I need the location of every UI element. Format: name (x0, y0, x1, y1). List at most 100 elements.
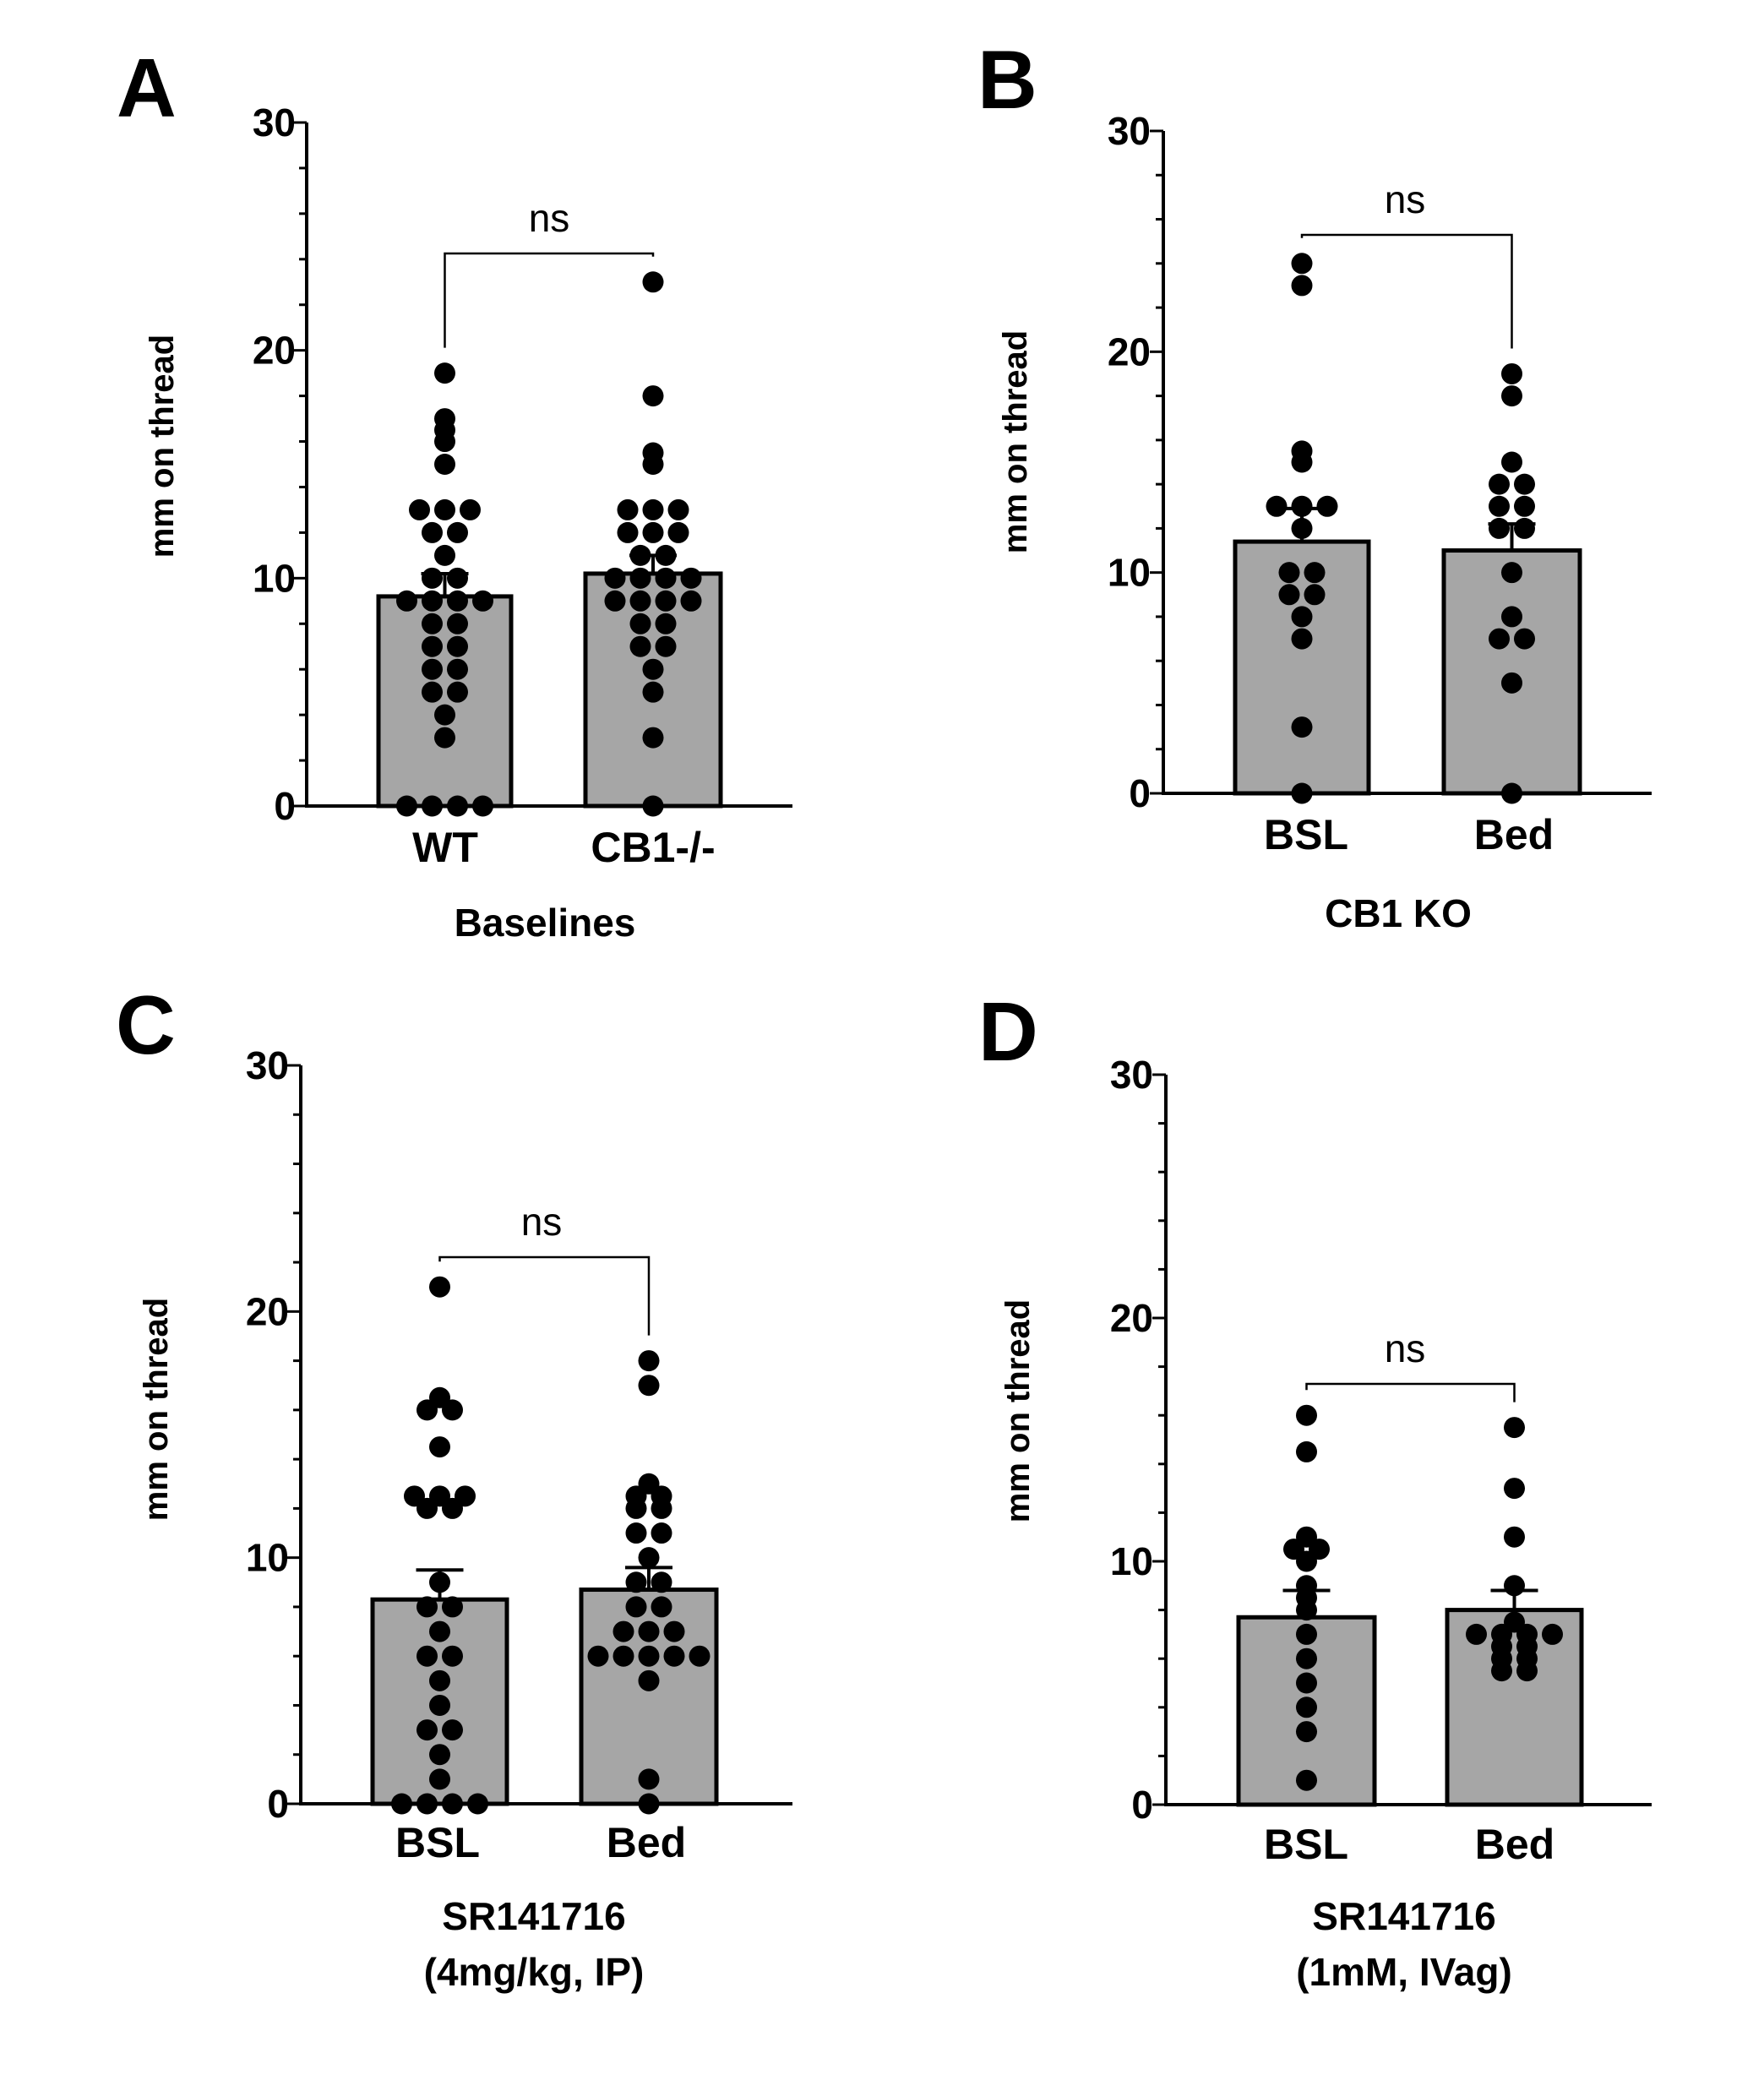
panel-a-data-point-1-18 (617, 521, 639, 543)
panel-a-data-point-0-7 (447, 681, 468, 703)
panel-a-y-tick-label-20: 20 (253, 329, 296, 373)
panel-c-data-point-1-15 (638, 1547, 660, 1569)
panel-c-category-label-bsl: BSL (395, 1819, 480, 1866)
panel-a-x-axis-label: Baselines (455, 901, 636, 945)
panel-a-data-point-1-16 (629, 544, 651, 566)
panel-c-x-axis-label-line1: SR141716 (442, 1894, 625, 1938)
panel-c-data-point-1-12 (651, 1596, 672, 1618)
panel-c-data-point-0-6 (416, 1719, 438, 1741)
panel-d-data-point-1-11 (1504, 1575, 1525, 1597)
panel-b-data-point-0-13 (1291, 440, 1313, 462)
panel-b-data-point-1-3 (1514, 628, 1535, 650)
panel-b-data-point-1-10 (1489, 473, 1510, 495)
panel-d-data-point-0-2 (1296, 1696, 1317, 1718)
panel-c-axes: 0 10 20 30 (246, 1043, 792, 1826)
panel-c-category-label-bed: Bed (607, 1819, 686, 1866)
panel-b-data-point-1-7 (1514, 517, 1535, 539)
panel-c-y-tick-label-30: 30 (246, 1043, 289, 1087)
panel-d-y-tick-label-20: 20 (1110, 1296, 1153, 1340)
panel-c-data-point-1-23 (638, 1375, 660, 1397)
panel-c-y-tick-label-10: 10 (246, 1536, 289, 1580)
panel-b-data-point-1-12 (1501, 451, 1522, 473)
panel-c-data-point-1-11 (625, 1596, 647, 1618)
panel-b-y-tick-label-0: 0 (1129, 771, 1151, 815)
panel-a-data-point-0-12 (422, 613, 443, 634)
panel-b-data-point-1-9 (1514, 495, 1535, 517)
panel-b-significance-bracket (1300, 233, 1513, 349)
panel-a-data-point-0-25 (460, 498, 481, 520)
panel-b-data-point-0-14 (1291, 275, 1313, 297)
panel-d-category-label-bed: Bed (1475, 1821, 1554, 1868)
panel-c-data-point-0-25 (429, 1276, 450, 1298)
panel-d-data-point-0-0 (1296, 1769, 1317, 1791)
panel-c-data-point-1-2 (638, 1669, 660, 1691)
panel-b-category-label-bsl: BSL (1264, 811, 1348, 858)
panel-b-data-point-1-6 (1489, 517, 1510, 539)
panel-b-significance-label: ns (1385, 177, 1426, 221)
panel-d-x-axis-label-line1: SR141716 (1312, 1894, 1495, 1938)
panel-b-data-point-0-9 (1266, 495, 1288, 517)
panel-c-data-point-1-17 (651, 1522, 672, 1544)
panel-a-y-tick-label-0: 0 (274, 784, 296, 828)
panel-b-data-point-1-1 (1501, 672, 1522, 694)
panel-a-data-point-1-21 (617, 498, 639, 520)
panel-a-data-point-0-9 (447, 658, 468, 680)
panel-c-label: C (116, 978, 176, 1071)
panel-a-data-point-0-26 (434, 454, 455, 475)
panel-d-data-point-1-9 (1542, 1623, 1563, 1645)
panel-a-significance-bracket (444, 252, 655, 348)
panel-a-data-point-0-22 (447, 521, 468, 543)
panel-b-axes: 0 10 20 30 (1108, 109, 1652, 815)
panel-c-data-point-0-13 (416, 1596, 438, 1618)
panel-a-data-point-1-15 (680, 567, 702, 589)
panel-b-data-point-1-5 (1501, 562, 1522, 584)
panel-c-data-point-0-20 (455, 1485, 476, 1507)
panel-a-data-point-1-12 (604, 567, 626, 589)
panel-d-axes: 0 10 20 30 (1110, 1053, 1652, 1827)
panel-c-significance-bracket (438, 1255, 651, 1336)
panel-c-data-point-0-9 (429, 1669, 450, 1691)
panel-b-bar-1 (1441, 548, 1582, 796)
panel-a-y-tick-label-10: 10 (253, 556, 296, 600)
panel-c-data-point-1-13 (625, 1571, 647, 1593)
panel-d-y-tick-label-30: 30 (1110, 1053, 1153, 1097)
panel-b-data-point-0-10 (1291, 495, 1313, 517)
panel-b-y-tick-label-10: 10 (1108, 551, 1151, 595)
panel-d-data-point-0-3 (1296, 1672, 1317, 1694)
panel-c-data-point-1-8 (612, 1620, 634, 1642)
panel-b-data-point-0-2 (1291, 628, 1313, 650)
panel-c-y-tick-label-20: 20 (246, 1289, 289, 1333)
panel-d-y-tick-label-0: 0 (1131, 1783, 1153, 1827)
panel-c-data-point-0-4 (429, 1768, 450, 1790)
panel-c-data-point-0-18 (404, 1485, 425, 1507)
panel-a-data-point-0-24 (434, 498, 455, 520)
panel-c-data-point-1-6 (663, 1645, 685, 1667)
panel-b-data-point-1-11 (1514, 473, 1535, 495)
panel-a-data-point-0-10 (422, 635, 443, 657)
panel-c-data-point-1-14 (651, 1571, 672, 1593)
panel-d-significance-label: ns (1385, 1326, 1426, 1370)
panel-a-category-label-cb1: CB1-/- (591, 824, 715, 871)
panel-b-data-point-1-14 (1501, 362, 1522, 384)
panel-c-y-tick-label-0: 0 (267, 1782, 289, 1826)
panel-a-data-point-0-19 (447, 567, 468, 589)
panel-a-data-point-0-13 (447, 613, 468, 634)
panel-a-data-point-1-20 (667, 521, 689, 543)
panel-d-category-label-bsl: BSL (1264, 1821, 1348, 1868)
panel-b-data-point-1-2 (1489, 628, 1510, 650)
panel-d-y-axis-label: mm on thread (999, 1299, 1037, 1522)
panel-d-data-point-1-12 (1504, 1526, 1525, 1548)
panel-d-x-axis-label-line2: (1mM, IVag) (1296, 1950, 1512, 1994)
panel-c-data-point-0-21 (429, 1436, 450, 1458)
panel-c-data-point-1-7 (689, 1645, 710, 1667)
panel-c-data-point-0-12 (429, 1620, 450, 1642)
panel-b-data-point-1-4 (1501, 606, 1522, 628)
panel-c-data-point-0-7 (442, 1719, 463, 1741)
panel-a-data-point-1-8 (604, 590, 626, 612)
panel-c-data-point-1-9 (638, 1620, 660, 1642)
panel-c-y-axis-label: mm on thread (138, 1298, 175, 1521)
panel-d-y-tick-label-10: 10 (1110, 1539, 1153, 1583)
panel-a-data-point-0-4 (434, 727, 455, 749)
panel-a-data-point-0-23 (409, 498, 430, 520)
panel-b-y-tick-label-20: 20 (1108, 329, 1151, 373)
